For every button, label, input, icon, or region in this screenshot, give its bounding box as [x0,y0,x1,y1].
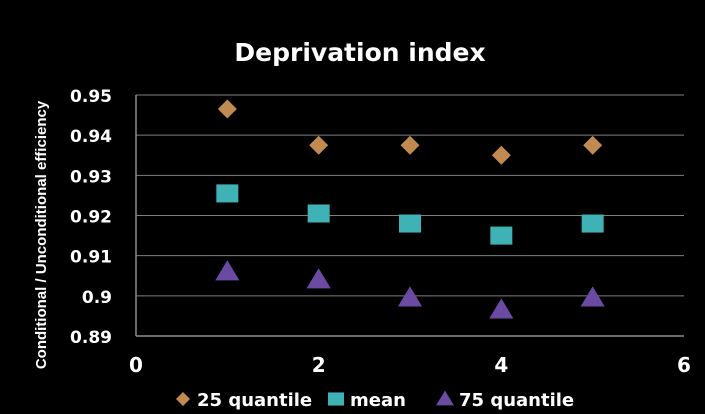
data-point [491,145,511,165]
y-tick-label: 0.93 [70,167,112,187]
legend-label: 25 quantile [197,390,312,411]
y-tick-label: 0.94 [70,127,112,147]
legend-marker [436,390,454,406]
data-point [580,286,605,307]
tick-labels: 0.89 0.9 0.91 0.92 0.93 0.94 0.95 0 2 4 6 [70,87,691,377]
data-point [307,204,330,223]
y-tick-label: 0.9 [82,288,112,308]
data-point [397,286,423,307]
data-point [399,214,421,233]
x-tick-label: 4 [494,353,508,377]
legend-item: 75 quantile [436,390,574,411]
legend-item: 25 quantile [176,390,312,411]
data-point [489,298,514,319]
legend-marker [328,392,344,406]
x-tick-label: 0 [129,353,143,377]
series-square [216,184,604,245]
chart-title: Deprivation index [234,38,485,67]
axes [135,95,684,337]
y-tick-label: 0.89 [70,328,112,348]
data-point [309,135,329,155]
series-triangle [215,260,605,319]
data-series [215,99,605,319]
x-tick-label: 6 [677,353,691,377]
x-tick-label: 2 [312,353,326,377]
legend: 25 quantile mean 75 quantile [176,390,574,411]
data-point [400,135,420,155]
data-point [583,135,603,155]
y-axis-label: Conditional / Unconditional efficiency [33,100,50,369]
data-point [581,214,604,233]
y-tick-label: 0.95 [70,87,112,107]
series-diamond [217,99,603,165]
data-point [490,226,513,245]
legend-item: mean [328,390,406,411]
data-point [215,260,240,281]
legend-label: 75 quantile [459,390,574,411]
data-point [306,268,331,289]
data-point [217,99,237,119]
legend-marker [176,392,190,406]
y-tick-label: 0.92 [70,208,112,228]
data-point [216,184,239,203]
legend-label: mean [350,390,406,411]
y-tick-label: 0.91 [70,248,112,268]
